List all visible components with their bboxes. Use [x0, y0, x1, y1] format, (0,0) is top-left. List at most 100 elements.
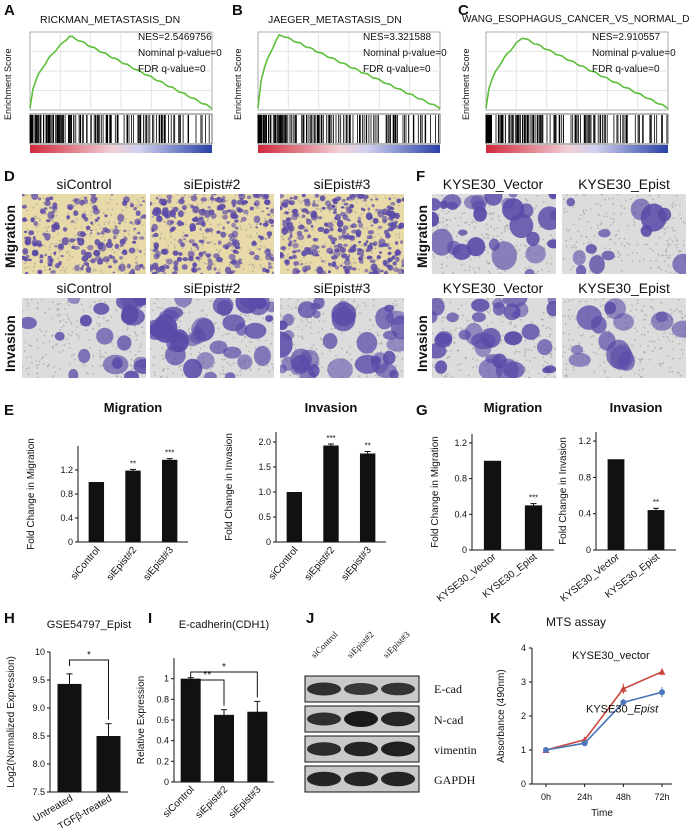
stained-cell — [81, 213, 87, 219]
membrane-pore — [341, 262, 344, 265]
membrane-pore — [283, 250, 285, 252]
membrane-pore — [598, 214, 601, 217]
membrane-pore — [679, 357, 681, 360]
stained-cell — [48, 268, 52, 271]
membrane-pore — [60, 269, 62, 272]
stained-cell — [396, 198, 402, 204]
stained-cell — [191, 317, 215, 342]
membrane-pore — [602, 215, 605, 218]
membrane-pore — [486, 211, 489, 214]
membrane-pore — [181, 373, 184, 376]
membrane-pore — [644, 351, 647, 354]
es-axis-label-b: Enrichment Score — [233, 48, 243, 120]
stained-cell — [22, 248, 29, 255]
membrane-pore — [524, 368, 527, 371]
membrane-pore — [591, 253, 594, 256]
f-col-label-inv-1: KYSE30_Vector — [442, 280, 544, 296]
x-tick-label: 48h — [616, 792, 631, 802]
membrane-pore — [682, 239, 685, 242]
stained-cell — [42, 232, 47, 237]
y-axis-label: Fold Change in Invasion — [224, 433, 235, 541]
membrane-pore — [563, 351, 566, 354]
membrane-pore — [136, 249, 139, 252]
membrane-pore — [369, 269, 371, 272]
membrane-pore — [37, 363, 40, 366]
membrane-pore — [681, 348, 683, 351]
membrane-pore — [503, 228, 506, 231]
stained-cell — [231, 258, 237, 266]
membrane-pore — [639, 359, 642, 361]
stained-cell — [32, 241, 38, 247]
stained-cell — [92, 208, 100, 215]
membrane-pore — [674, 229, 676, 232]
stained-cell — [224, 266, 232, 274]
membrane-pore — [28, 344, 31, 347]
panel-label-i: I — [148, 610, 153, 627]
stained-cell — [47, 255, 52, 259]
membrane-pore — [232, 336, 235, 339]
membrane-pore — [636, 244, 639, 246]
membrane-pore — [62, 349, 64, 352]
membrane-pore — [571, 299, 574, 301]
stained-cell — [236, 199, 243, 205]
y-axis-label: Log2(Normalized Expression) — [6, 656, 17, 788]
stained-cell — [332, 210, 337, 215]
stained-cell — [177, 220, 183, 227]
membrane-pore — [184, 211, 186, 214]
stained-cell — [387, 259, 391, 263]
membrane-pore — [650, 266, 652, 269]
gsea-stats-a: NES=2.5469756 Nominal p-value=0 FDR q-va… — [138, 30, 222, 78]
membrane-pore — [660, 268, 663, 271]
x-tick-label: siEpist#2 — [105, 545, 140, 583]
x-tick-label: siEpist#3 — [339, 545, 374, 583]
significance-label: ** — [203, 670, 211, 681]
membrane-pore — [486, 310, 489, 313]
stained-cell — [377, 225, 383, 229]
stained-cell — [123, 229, 127, 233]
stained-cell — [235, 298, 259, 314]
membrane-pore — [542, 356, 545, 359]
membrane-pore — [46, 230, 48, 233]
membrane-pore — [607, 376, 609, 378]
membrane-pore — [645, 315, 648, 317]
membrane-pore — [75, 333, 78, 336]
stained-cell — [85, 225, 91, 230]
stained-cell — [484, 194, 503, 206]
membrane-pore — [684, 222, 686, 225]
membrane-pore — [335, 355, 337, 357]
stained-cell — [630, 198, 651, 221]
stained-cell — [333, 244, 338, 248]
membrane-pore — [51, 346, 54, 349]
membrane-pore — [217, 327, 220, 330]
membrane-pore — [209, 223, 212, 226]
membrane-pore — [144, 232, 146, 235]
membrane-pore — [69, 363, 71, 366]
stained-cell — [295, 196, 298, 199]
membrane-pore — [209, 241, 211, 244]
stained-cell — [524, 268, 535, 274]
chart-h: GSE54797_Epist7.58.08.59.09.510Log2(Norm… — [6, 619, 131, 828]
membrane-pore — [498, 219, 501, 222]
membrane-pore — [39, 218, 41, 221]
membrane-pore — [30, 344, 33, 347]
membrane-pore — [657, 195, 660, 197]
membrane-pore — [106, 208, 109, 211]
membrane-pore — [176, 194, 179, 196]
stained-cell — [66, 215, 70, 220]
stained-cell — [395, 256, 400, 262]
membrane-pore — [248, 341, 251, 343]
stained-cell — [347, 254, 351, 258]
membrane-pore — [101, 236, 104, 238]
stained-cell — [218, 203, 226, 210]
stained-cell — [138, 249, 142, 254]
stained-cell — [387, 251, 392, 256]
stained-cell — [166, 194, 173, 199]
membrane-pore — [285, 255, 288, 258]
membrane-pore — [138, 203, 141, 206]
membrane-pore — [72, 267, 75, 270]
membrane-pore — [446, 350, 449, 353]
stained-cell — [198, 216, 204, 220]
membrane-pore — [520, 318, 523, 321]
membrane-pore — [136, 335, 139, 337]
membrane-pore — [433, 256, 435, 258]
